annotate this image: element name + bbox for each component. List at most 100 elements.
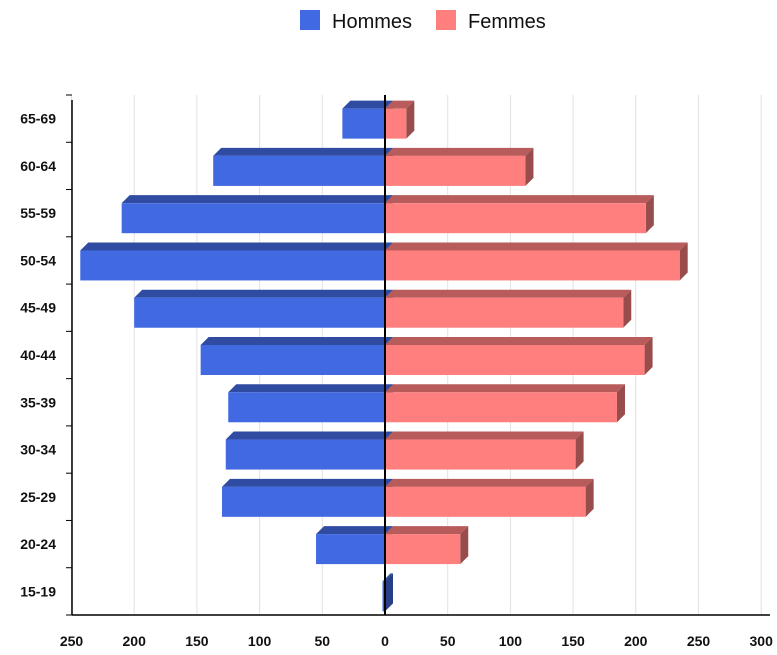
bar-hommes-55-59 [121, 195, 393, 234]
y-tick-label: 60-64 [20, 158, 56, 174]
x-tick-label: 50 [440, 633, 456, 649]
bar-hommes-30-34 [225, 431, 393, 470]
x-tick-label: 150 [561, 633, 585, 649]
bar-hommes-45-49 [134, 289, 393, 328]
bar-femmes-45-49-front [385, 297, 624, 328]
bar-hommes-20-24-front [316, 534, 385, 565]
bar-femmes-65-69-front [385, 108, 407, 139]
x-tick-label: 250 [60, 633, 84, 649]
bar-femmes-35-39-side [616, 384, 625, 423]
bar-femmes-55-59-side [645, 195, 654, 234]
x-tick-label: 150 [185, 633, 209, 649]
bar-hommes-35-39-top [228, 384, 393, 393]
bar-femmes-50-54-side [679, 242, 688, 281]
bar-hommes-40-44-top [200, 337, 393, 345]
bar-femmes-30-34-front [385, 439, 576, 470]
bar-hommes-35-39 [228, 384, 393, 423]
bar-hommes-15-19-front [382, 581, 385, 612]
bar-femmes-25-29 [385, 478, 594, 517]
x-tick-label: 200 [624, 633, 648, 649]
bar-hommes-30-34-front [225, 439, 385, 470]
bar-hommes-50-54-front [80, 250, 385, 281]
x-tick-label: 100 [499, 633, 523, 649]
bar-femmes-35-39 [385, 384, 625, 423]
bar-femmes-40-44 [385, 337, 653, 375]
bar-hommes-30-34-top [225, 431, 393, 440]
bar-femmes-45-49 [385, 289, 632, 328]
bar-femmes-35-39-top [385, 384, 625, 393]
y-tick-label: 30-34 [20, 442, 56, 458]
legend: Hommes Femmes [300, 10, 546, 33]
bar-femmes-45-49-top [385, 289, 632, 298]
bar-femmes-20-24-top [385, 526, 469, 535]
bar-hommes-45-49-front [134, 297, 385, 328]
bar-femmes-50-54-front [385, 250, 680, 281]
bar-femmes-65-69-top [385, 100, 415, 109]
bar-hommes-35-39-front [228, 392, 385, 423]
bar-femmes-35-39-front [385, 392, 617, 423]
bar-femmes-20-24-side [460, 526, 469, 565]
bar-femmes-60-64 [385, 147, 534, 186]
bar-femmes-30-34-top [385, 431, 584, 440]
bar-hommes-50-54-top [80, 242, 393, 251]
bar-femmes-25-29-front [385, 486, 586, 517]
bar-femmes-25-29-side [585, 478, 594, 517]
bar-hommes-40-44 [200, 337, 393, 375]
x-tick-label: 300 [750, 633, 774, 649]
bar-femmes-40-44-top [385, 337, 653, 345]
bar-femmes-60-64-side [525, 147, 534, 186]
legend-label-femmes: Femmes [468, 11, 546, 33]
bar-femmes-65-69-side [406, 100, 415, 139]
x-tick-label: 250 [687, 633, 711, 649]
y-tick-label: 35-39 [20, 394, 56, 410]
bar-hommes-65-69-front [342, 108, 385, 139]
bar-femmes-60-64-front [385, 155, 526, 186]
bar-hommes-25-29 [221, 478, 393, 517]
bar-hommes-60-64-top [213, 147, 393, 156]
legend-swatch-hommes [300, 10, 320, 30]
bar-femmes-65-69 [385, 100, 415, 139]
y-tick-label: 50-54 [20, 252, 56, 268]
x-tick-label: 50 [315, 633, 331, 649]
bar-femmes-50-54 [385, 242, 688, 281]
bar-hommes-20-24-top [316, 526, 393, 535]
bar-hommes-55-59-top [121, 195, 393, 204]
bar-hommes-40-44-front [200, 345, 385, 375]
bar-hommes-25-29-front [221, 486, 385, 517]
bar-hommes-15-19-side [385, 573, 393, 612]
legend-swatch-femmes [436, 10, 456, 30]
legend-label-hommes: Hommes [332, 11, 412, 33]
bar-femmes-20-24 [385, 526, 469, 565]
y-tick-label: 20-24 [20, 536, 56, 552]
y-tick-label: 65-69 [20, 111, 56, 127]
y-tick-label: 55-59 [20, 205, 56, 221]
bar-femmes-55-59-front [385, 203, 646, 234]
bar-hommes-55-59-front [121, 203, 385, 234]
bar-hommes-25-29-top [221, 478, 393, 487]
bar-femmes-55-59 [385, 195, 654, 234]
x-tick-label: 0 [381, 633, 389, 649]
bar-femmes-60-64-top [385, 147, 534, 156]
y-tick-label: 45-49 [20, 300, 56, 316]
y-tick-label: 25-29 [20, 489, 56, 505]
bar-hommes-60-64-front [213, 155, 385, 186]
bar-hommes-20-24 [316, 526, 393, 565]
bar-femmes-55-59-top [385, 195, 654, 204]
bar-femmes-40-44-front [385, 345, 645, 375]
bar-femmes-30-34-side [575, 431, 584, 470]
axes [66, 94, 770, 616]
tick-labels: 15-19 20-24 25-29 30-34 35-39 40-44 45-49 50-54… [20, 111, 773, 649]
bar-hommes-45-49-top [134, 289, 393, 298]
x-tick-label: 200 [123, 633, 147, 649]
bar-hommes-50-54 [80, 242, 393, 281]
bar-femmes-50-54-top [385, 242, 688, 251]
bars [80, 100, 688, 612]
bar-hommes-65-69-top [342, 100, 393, 109]
bar-femmes-30-34 [385, 431, 584, 470]
bar-femmes-25-29-top [385, 478, 594, 487]
y-tick-label: 15-19 [20, 583, 56, 599]
bar-femmes-45-49-side [623, 289, 632, 328]
bar-hommes-60-64 [213, 147, 393, 186]
x-tick-label: 100 [248, 633, 272, 649]
